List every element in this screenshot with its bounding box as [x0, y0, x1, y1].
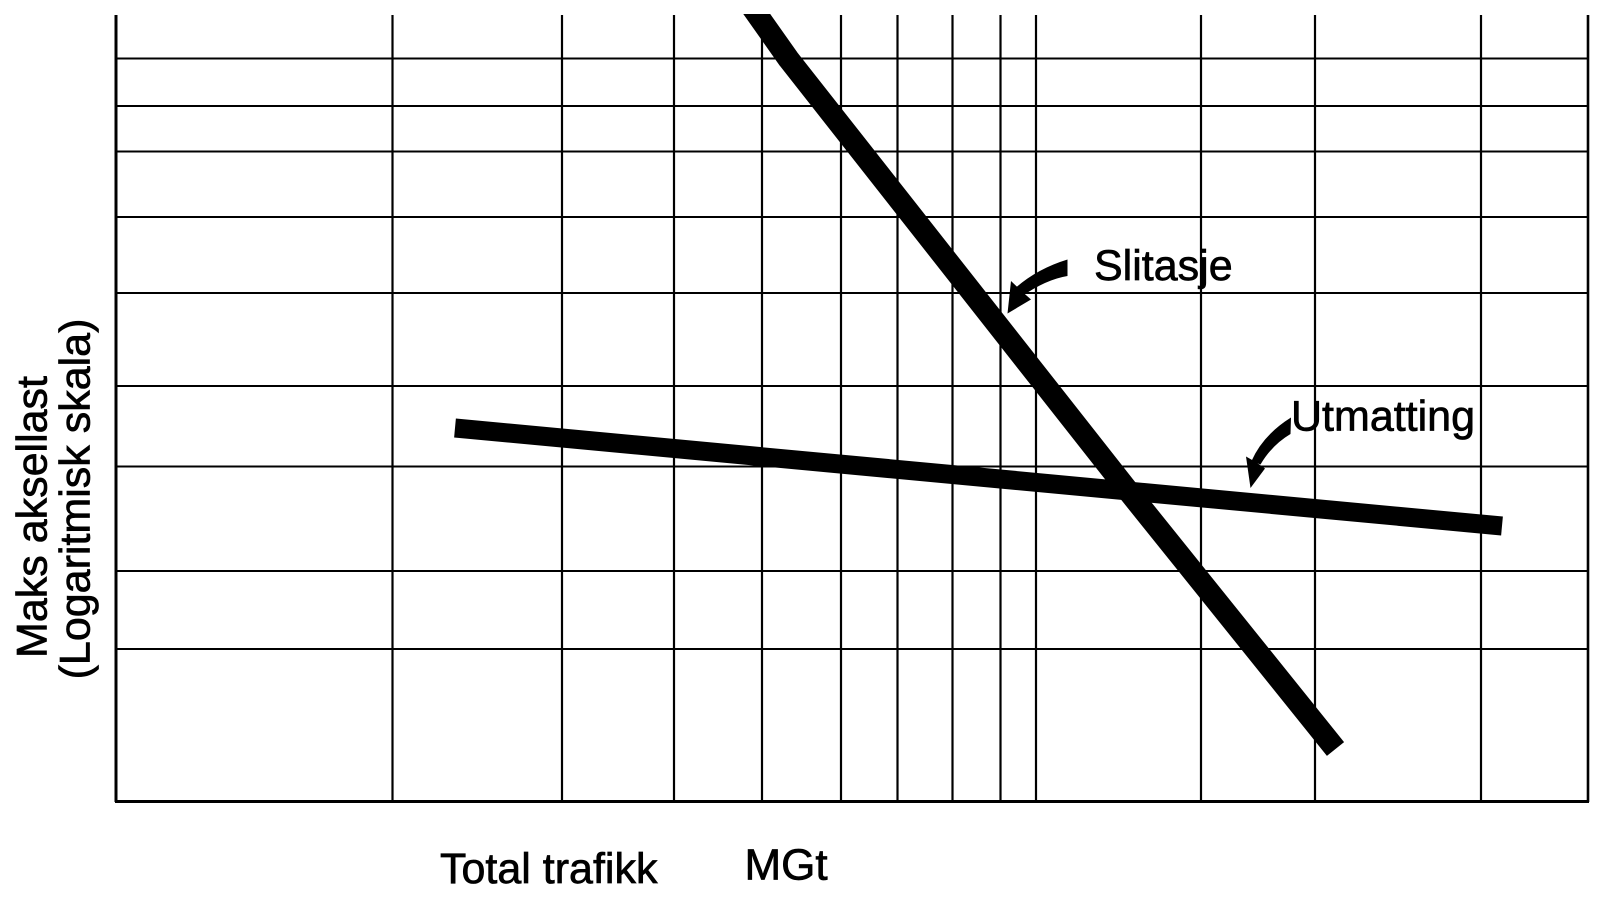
svg-text:Utmatting: Utmatting — [1291, 393, 1475, 441]
svg-text:(Logaritmisk skala): (Logaritmisk skala) — [52, 319, 100, 680]
svg-text:Maks aksellast: Maks aksellast — [9, 376, 57, 658]
svg-text:Slitasje: Slitasje — [1094, 242, 1233, 290]
svg-text:Total trafikk: Total trafikk — [440, 845, 658, 893]
svg-text:MGt: MGt — [745, 841, 828, 890]
